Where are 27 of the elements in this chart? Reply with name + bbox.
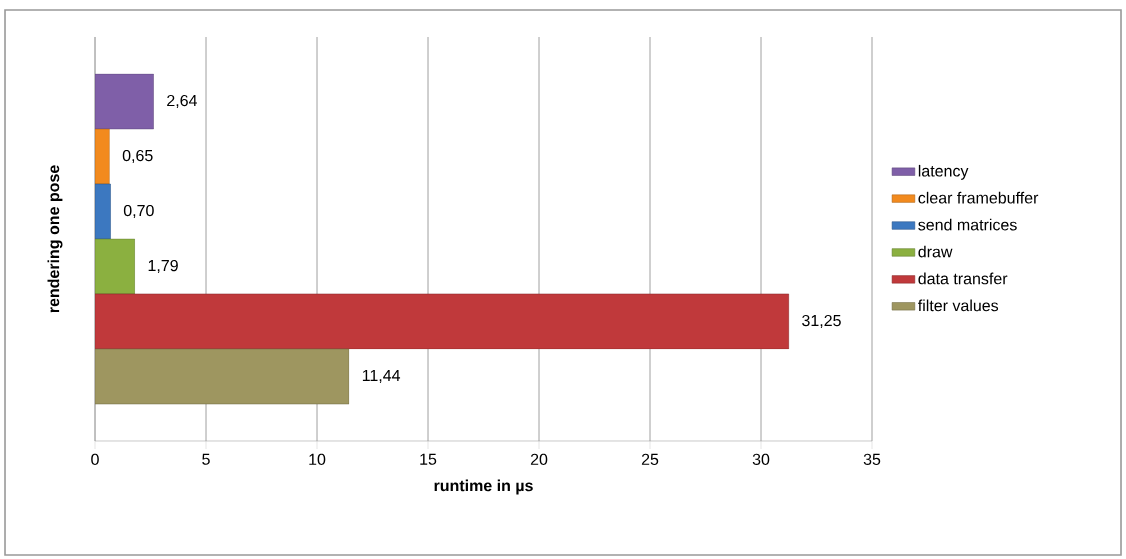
x-tick-label: 25 bbox=[641, 453, 659, 466]
bar bbox=[95, 293, 790, 350]
x-tick-label: 10 bbox=[309, 453, 326, 466]
legend-label: clear framebuffer bbox=[918, 191, 1039, 204]
data-label: 2,64 bbox=[167, 94, 197, 109]
x-axis-title: runtime in µs bbox=[434, 479, 533, 495]
legend-label: data transfer bbox=[918, 272, 1008, 285]
data-label: 31,25 bbox=[802, 314, 841, 329]
x-tick-label: 5 bbox=[202, 453, 210, 465]
legend-label: latency bbox=[918, 164, 969, 180]
legend-label: draw bbox=[918, 245, 953, 258]
data-label: 11,44 bbox=[362, 369, 401, 383]
data-label: 0,70 bbox=[123, 204, 154, 219]
x-tick-label: 0 bbox=[91, 453, 99, 466]
legend-label: send matrices bbox=[918, 218, 1017, 231]
data-label: 0,65 bbox=[122, 149, 153, 164]
x-tick-label: 30 bbox=[752, 453, 770, 466]
bar bbox=[95, 128, 110, 185]
x-tick-label: 15 bbox=[420, 453, 437, 465]
x-tick-label: 35 bbox=[863, 453, 881, 466]
bar bbox=[95, 238, 136, 295]
bar bbox=[95, 183, 111, 240]
y-axis-title: rendering one pose bbox=[47, 165, 63, 313]
data-label: 1,79 bbox=[148, 259, 178, 274]
bar bbox=[95, 73, 154, 130]
x-tick-label: 20 bbox=[530, 453, 548, 466]
legend-label: filter values bbox=[918, 299, 999, 312]
